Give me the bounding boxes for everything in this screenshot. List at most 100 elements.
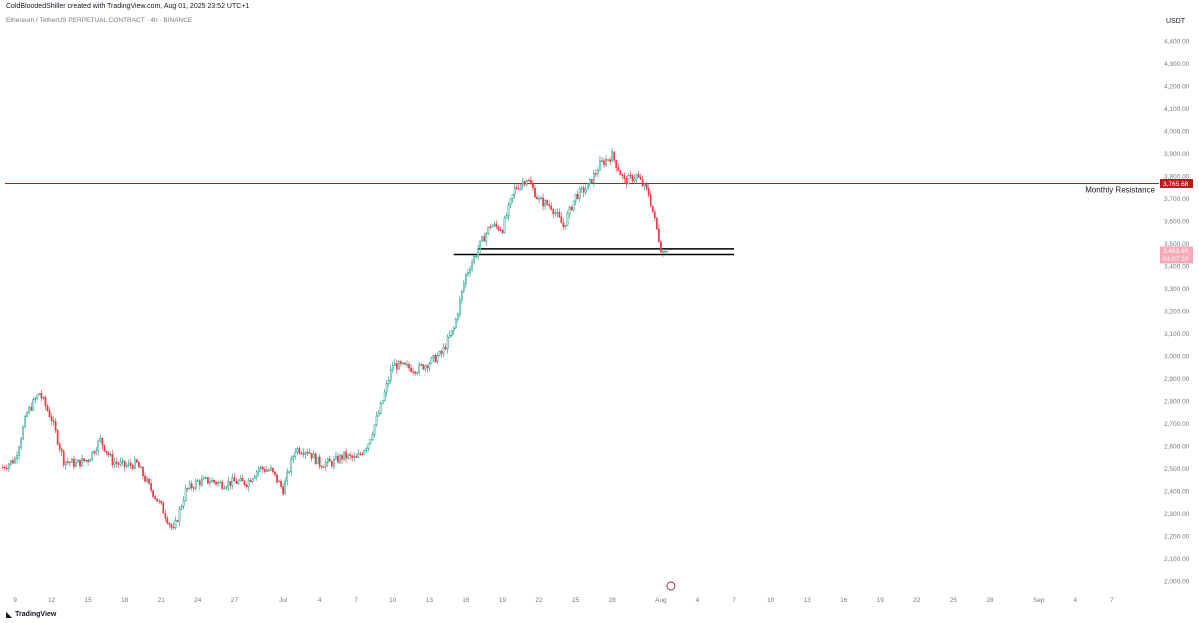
candle-body — [209, 481, 211, 484]
candle-body — [14, 458, 16, 464]
time-tick-label: 27 — [231, 597, 239, 604]
candle-body — [414, 371, 416, 374]
candle-body — [18, 447, 20, 456]
candle-body — [562, 222, 565, 227]
candle-body — [172, 526, 175, 529]
time-tick-label: 28 — [609, 597, 617, 604]
candle-body — [456, 313, 459, 320]
candle-body — [322, 466, 325, 469]
price-tick-label: 2,700.00 — [1164, 421, 1190, 428]
candle-body — [519, 184, 522, 190]
candle-body — [219, 481, 222, 484]
candle-body — [503, 217, 506, 234]
candle-body — [501, 230, 504, 234]
candle-body — [645, 183, 648, 189]
candle-body — [259, 466, 262, 469]
candle-body — [196, 480, 199, 482]
candle-body — [593, 173, 595, 184]
candle-body — [190, 483, 193, 488]
candle-body — [166, 517, 169, 524]
candle-body — [79, 459, 81, 467]
candle-body — [182, 500, 185, 507]
candle-body — [452, 327, 455, 331]
candle-body — [398, 361, 400, 370]
candle-body — [198, 480, 201, 486]
candle-layer — [1, 147, 668, 531]
candle-body — [138, 461, 140, 468]
price-tick-label: 4,400.00 — [1164, 38, 1190, 45]
candle-body — [263, 469, 266, 472]
candle-body — [156, 498, 159, 502]
candle-body — [225, 486, 228, 489]
candle-body — [154, 496, 157, 499]
time-tick-label: 7 — [354, 597, 358, 604]
candle-body — [75, 462, 77, 467]
candle-body — [77, 459, 79, 463]
candle-body — [103, 444, 106, 452]
candle-body — [328, 458, 331, 462]
candle-body — [558, 212, 561, 218]
candle-body — [444, 346, 447, 350]
candle-body — [576, 193, 579, 199]
candle-body — [278, 480, 280, 483]
candle-body — [619, 170, 622, 175]
candle-body — [621, 174, 624, 176]
price-tick-label: 3,100.00 — [1164, 331, 1190, 338]
candle-body — [95, 450, 98, 454]
candle-body — [85, 459, 87, 462]
price-tick-label: 4,000.00 — [1164, 128, 1190, 135]
candle-body — [310, 453, 313, 459]
candle-body — [373, 424, 376, 435]
candle-body — [379, 403, 382, 414]
candle-body — [651, 205, 654, 213]
candle-body — [351, 455, 354, 458]
candle-body — [662, 251, 664, 253]
candle-body — [607, 159, 609, 161]
candle-body — [296, 448, 299, 453]
candle-body — [460, 290, 463, 301]
candle-body — [268, 469, 270, 472]
candle-body — [436, 355, 439, 363]
price-tick-label: 2,100.00 — [1164, 556, 1190, 563]
time-axis: 9 12 15 18 21 24 27 Jul 4 7 10 13 16 19 22 25 28 Aug 4 7 10 1… — [13, 597, 1114, 604]
candle-body — [623, 175, 626, 179]
candle-body — [178, 508, 181, 522]
candle-body — [50, 416, 53, 422]
candle-body — [255, 471, 258, 477]
candle-body — [586, 183, 589, 190]
candle-body — [391, 365, 394, 370]
price-axis-unit: USDT — [1166, 18, 1186, 25]
candle-body — [442, 346, 445, 354]
time-tick-label: 18 — [121, 597, 129, 604]
candle-body — [499, 229, 502, 231]
candle-body — [599, 160, 601, 171]
candle-body — [160, 500, 163, 504]
candle-body — [6, 467, 8, 470]
candle-body — [229, 481, 232, 486]
candle-body — [605, 159, 607, 165]
candle-body — [117, 463, 120, 465]
candle-body — [609, 159, 611, 162]
candle-body — [410, 367, 412, 373]
candle-body — [48, 410, 51, 418]
time-tick-label: 25 — [950, 597, 958, 604]
time-tick-label: Aug — [655, 597, 667, 604]
candle-body — [292, 456, 295, 460]
candle-body — [353, 456, 356, 458]
candle-body — [111, 454, 114, 466]
candle-body — [649, 194, 652, 207]
candle-body — [507, 204, 510, 216]
candle-body — [22, 426, 24, 440]
candle-body — [432, 354, 435, 358]
time-tick-label: 13 — [426, 597, 434, 604]
candle-body — [359, 453, 362, 455]
candle-body — [536, 196, 538, 200]
candle-body — [613, 151, 616, 161]
candle-body — [434, 354, 437, 363]
time-tick-label: 19 — [499, 597, 507, 604]
candle-body — [73, 458, 75, 467]
time-tick-label: 7 — [732, 597, 736, 604]
candle-body — [402, 362, 404, 364]
